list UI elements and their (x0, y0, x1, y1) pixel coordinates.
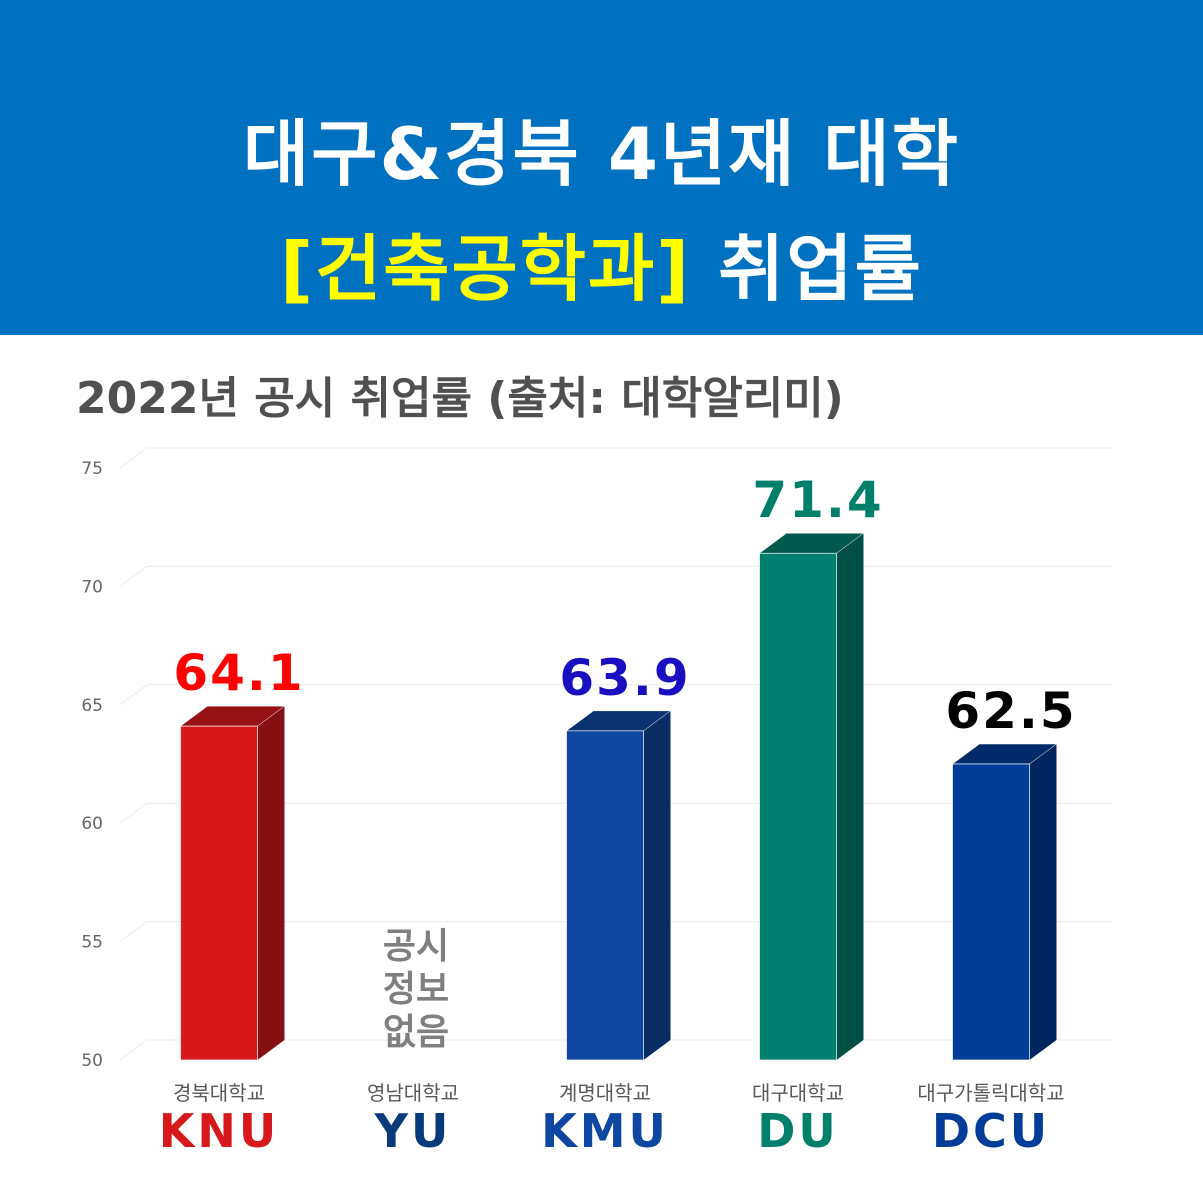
y-tick-label: 65 (81, 696, 103, 716)
bar (759, 552, 837, 1061)
data-label: 71.4 (752, 471, 883, 529)
category-label: 대구가톨릭대학교 (917, 1081, 1064, 1105)
chart-subtitle: 2022년 공시 취업률 (출처: 대학알리미) (76, 373, 844, 424)
category-label: 경북대학교 (173, 1081, 265, 1105)
data-label: 64.1 (173, 644, 304, 702)
y-tick-label: 50 (81, 1051, 103, 1071)
bar (952, 763, 1030, 1061)
category-label: 대구대학교 (752, 1081, 844, 1105)
gridline (119, 565, 1113, 587)
bar-side (836, 533, 864, 1060)
category-abbreviation: KNU (159, 1104, 280, 1158)
bar (566, 730, 644, 1061)
data-label: 63.9 (559, 649, 690, 707)
no-data-note: 정보 (383, 969, 449, 1010)
data-label: 62.5 (945, 682, 1076, 740)
no-data-note: 없음 (383, 1012, 449, 1053)
category-abbreviation: KMU (541, 1104, 669, 1158)
bar-side (257, 706, 285, 1060)
bar-side (1029, 744, 1057, 1060)
title-banner (0, 0, 1203, 335)
no-data-note: 공시 (383, 926, 449, 967)
bar (180, 725, 258, 1061)
category-abbreviation: DCU (932, 1104, 1050, 1158)
category-abbreviation: YU (374, 1104, 452, 1158)
bar-side (643, 710, 671, 1060)
title-highlight: [건축공학과] (280, 227, 692, 311)
category-label: 계명대학교 (559, 1081, 651, 1105)
title-rest: 취업률 (718, 227, 923, 311)
title-line-2: [건축공학과] 취업률 (0, 210, 1203, 315)
y-tick-label: 75 (81, 459, 103, 479)
y-tick-label: 55 (81, 933, 103, 953)
y-tick-label: 70 (81, 577, 103, 597)
y-tick-label: 60 (81, 814, 103, 834)
category-abbreviation: DU (757, 1104, 839, 1158)
gridline (119, 447, 1113, 469)
category-label: 영남대학교 (367, 1081, 459, 1105)
title-line-1: 대구&경북 4년재 대학 (243, 112, 960, 196)
